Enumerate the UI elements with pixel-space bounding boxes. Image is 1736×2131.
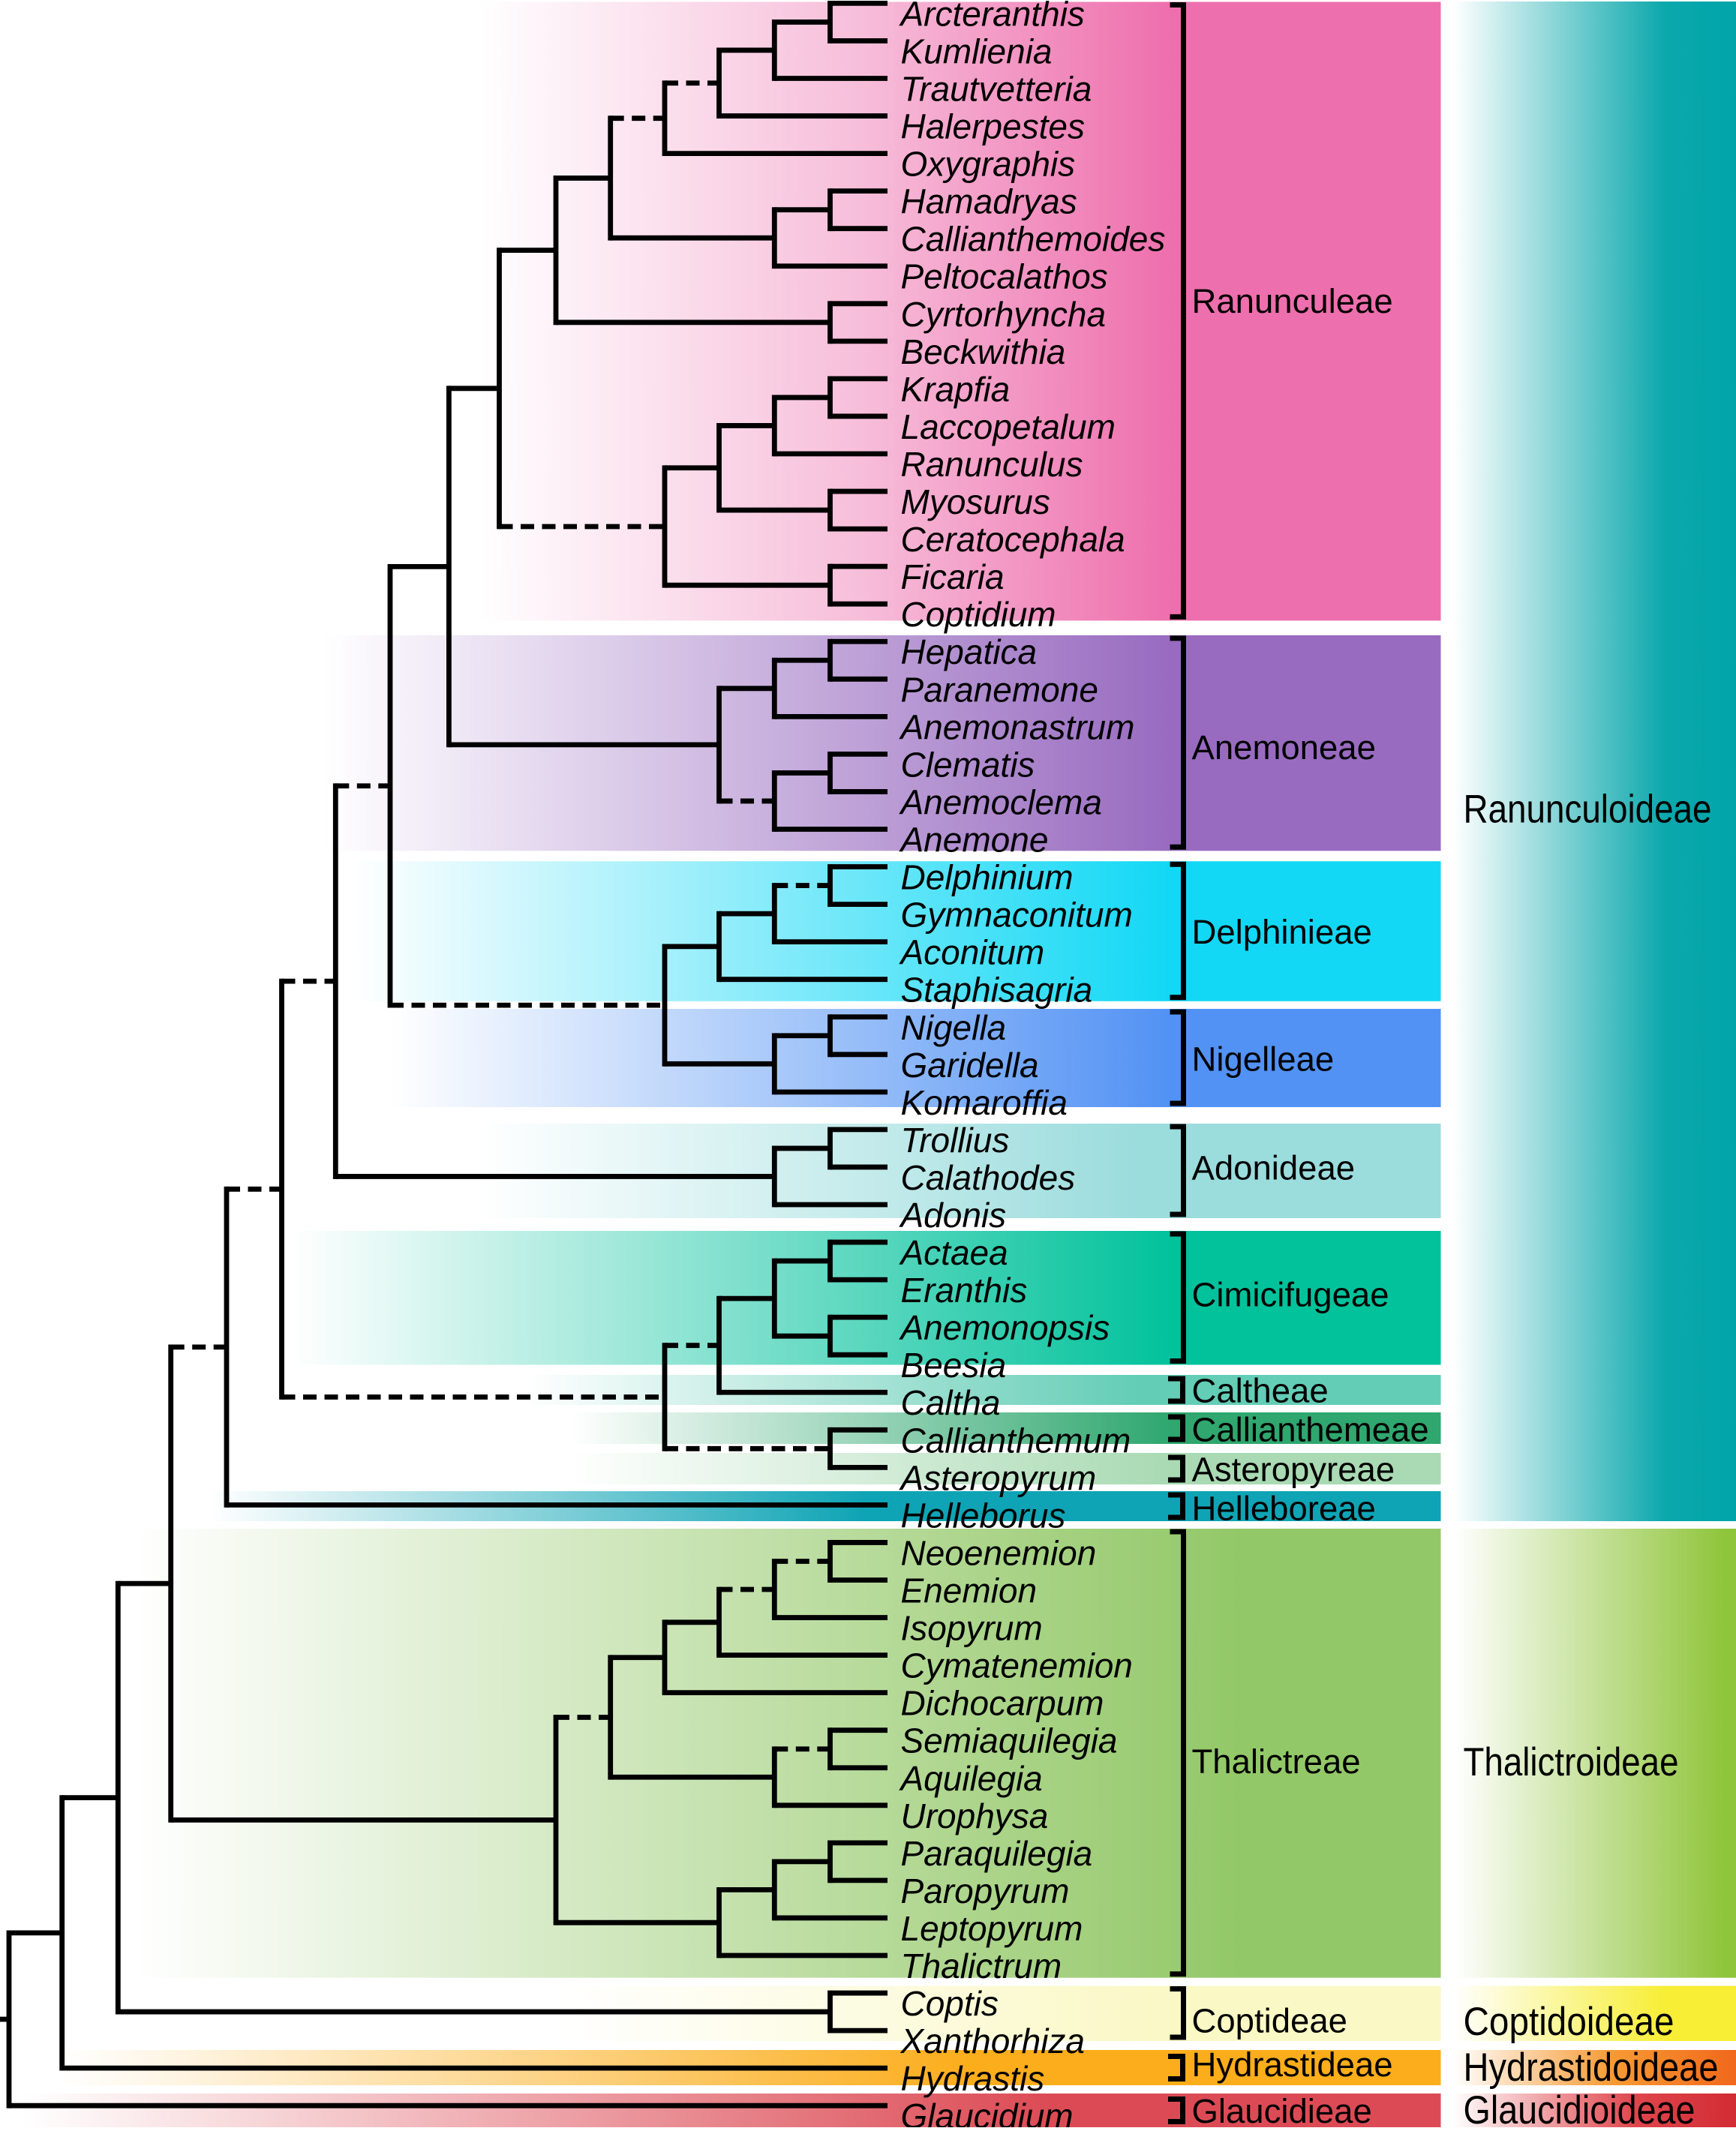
svg-text:Semiaquilegia: Semiaquilegia <box>901 1721 1118 1760</box>
svg-text:Peltocalathos: Peltocalathos <box>901 257 1108 296</box>
svg-text:Cymatenemion: Cymatenemion <box>901 1646 1133 1685</box>
svg-text:Anemonastrum: Anemonastrum <box>899 707 1135 746</box>
svg-text:Ranunculus: Ranunculus <box>901 445 1083 484</box>
svg-text:Arcteranthis: Arcteranthis <box>899 0 1085 33</box>
svg-text:Paropyrum: Paropyrum <box>901 1871 1070 1910</box>
svg-text:Kumlienia: Kumlienia <box>901 32 1053 71</box>
svg-text:Garidella: Garidella <box>901 1046 1039 1085</box>
svg-text:Dichocarpum: Dichocarpum <box>901 1684 1104 1723</box>
svg-text:Thalictreae: Thalictreae <box>1192 1742 1361 1781</box>
svg-text:Callianthemum: Callianthemum <box>901 1421 1131 1460</box>
svg-text:Delphinieae: Delphinieae <box>1192 913 1372 951</box>
svg-text:Coptideae: Coptideae <box>1192 2002 1347 2040</box>
svg-text:Glaucidium: Glaucidium <box>901 2096 1074 2127</box>
svg-text:Anemonopsis: Anemonopsis <box>899 1308 1110 1347</box>
svg-text:Aconitum: Aconitum <box>899 933 1045 972</box>
svg-text:Adonideae: Adonideae <box>1192 1148 1356 1187</box>
svg-text:Glaucidieae: Glaucidieae <box>1192 2092 1372 2127</box>
svg-text:Trautvetteria: Trautvetteria <box>901 70 1092 109</box>
svg-text:Adonis: Adonis <box>899 1196 1007 1235</box>
svg-text:Hydrastis: Hydrastis <box>901 2059 1045 2098</box>
svg-text:Thalictrum: Thalictrum <box>901 1946 1062 1985</box>
svg-text:Beckwithia: Beckwithia <box>901 332 1066 371</box>
svg-text:Gymnaconitum: Gymnaconitum <box>901 896 1133 935</box>
svg-text:Actaea: Actaea <box>899 1233 1008 1272</box>
svg-text:Calathodes: Calathodes <box>901 1158 1076 1197</box>
svg-text:Halerpestes: Halerpestes <box>901 107 1085 146</box>
svg-text:Caltheae: Caltheae <box>1192 1372 1329 1410</box>
svg-text:Leptopyrum: Leptopyrum <box>901 1909 1083 1948</box>
svg-text:Glaucidioideae: Glaucidioideae <box>1464 2088 1695 2127</box>
svg-text:Neoenemion: Neoenemion <box>901 1533 1097 1572</box>
svg-text:Hamadryas: Hamadryas <box>901 182 1077 221</box>
svg-text:Anemoclema: Anemoclema <box>899 783 1102 822</box>
svg-text:Beesia: Beesia <box>901 1346 1007 1385</box>
svg-text:Nigelleae: Nigelleae <box>1192 1040 1335 1078</box>
svg-text:Ficaria: Ficaria <box>901 557 1005 596</box>
svg-text:Laccopetalum: Laccopetalum <box>901 407 1116 446</box>
svg-text:Hydrastidoideae: Hydrastidoideae <box>1464 2045 1719 2090</box>
svg-text:Thalictroideae: Thalictroideae <box>1464 1740 1679 1784</box>
svg-text:Helleboreae: Helleboreae <box>1192 1490 1376 1528</box>
svg-text:Aquilegia: Aquilegia <box>899 1759 1043 1798</box>
svg-text:Cyrtorhyncha: Cyrtorhyncha <box>901 295 1107 334</box>
svg-text:Coptidoideae: Coptidoideae <box>1464 2000 1674 2044</box>
svg-text:Myosurus: Myosurus <box>901 482 1050 521</box>
svg-text:Caltha: Caltha <box>901 1383 1001 1422</box>
svg-text:Callianthemeae: Callianthemeae <box>1192 1411 1429 1449</box>
svg-text:Isopyrum: Isopyrum <box>901 1609 1043 1648</box>
svg-text:Trollius: Trollius <box>901 1121 1010 1160</box>
svg-text:Callianthemoides: Callianthemoides <box>901 220 1166 259</box>
svg-text:Enemion: Enemion <box>901 1571 1038 1610</box>
svg-text:Ranunculoideae: Ranunculoideae <box>1464 788 1712 832</box>
svg-text:Delphinium: Delphinium <box>901 858 1074 897</box>
svg-text:Ceratocephala: Ceratocephala <box>901 520 1125 559</box>
svg-text:Anemoneae: Anemoneae <box>1192 728 1376 767</box>
svg-text:Xanthorhiza: Xanthorhiza <box>900 2021 1086 2060</box>
svg-text:Clematis: Clematis <box>901 745 1035 784</box>
svg-text:Helleborus: Helleborus <box>901 1496 1066 1535</box>
svg-text:Asteropyreae: Asteropyreae <box>1192 1451 1395 1489</box>
svg-text:Staphisagria: Staphisagria <box>901 971 1093 1010</box>
svg-text:Anemone: Anemone <box>899 821 1049 860</box>
svg-text:Ranunculeae: Ranunculeae <box>1192 282 1393 320</box>
svg-text:Nigella: Nigella <box>901 1008 1007 1047</box>
svg-text:Hydrastideae: Hydrastideae <box>1192 2045 1393 2084</box>
svg-text:Eranthis: Eranthis <box>901 1271 1028 1310</box>
svg-text:Oxygraphis: Oxygraphis <box>901 145 1076 184</box>
svg-text:Asteropyrum: Asteropyrum <box>899 1458 1097 1497</box>
svg-text:Krapfia: Krapfia <box>901 370 1011 409</box>
svg-text:Paranemone: Paranemone <box>901 670 1098 709</box>
svg-text:Hepatica: Hepatica <box>901 632 1038 671</box>
svg-text:Urophysa: Urophysa <box>901 1796 1049 1835</box>
svg-text:Paraquilegia: Paraquilegia <box>901 1834 1093 1873</box>
svg-text:Komaroffia: Komaroffia <box>901 1083 1068 1122</box>
svg-text:Coptidium: Coptidium <box>901 595 1056 634</box>
svg-text:Coptis: Coptis <box>901 1984 999 2023</box>
svg-text:Cimicifugeae: Cimicifugeae <box>1192 1276 1389 1314</box>
